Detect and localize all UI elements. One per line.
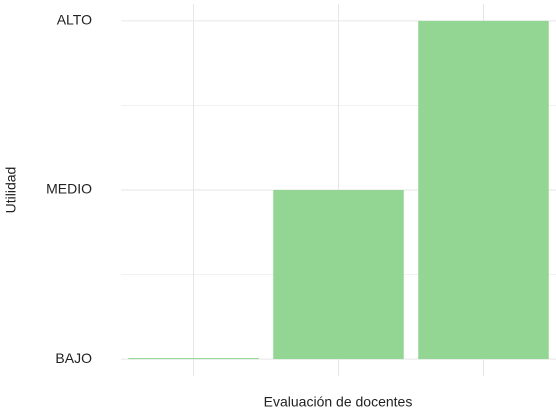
y-axis-label: Utilidad — [3, 167, 19, 214]
y-tick-label: ALTO — [57, 12, 92, 28]
x-axis-label: Evaluación de docentes — [264, 394, 413, 409]
y-tick-label: BAJO — [55, 350, 92, 366]
bar — [418, 20, 549, 360]
bar — [273, 190, 404, 360]
bar — [128, 358, 259, 360]
y-tick-label: MEDIO — [46, 181, 92, 197]
